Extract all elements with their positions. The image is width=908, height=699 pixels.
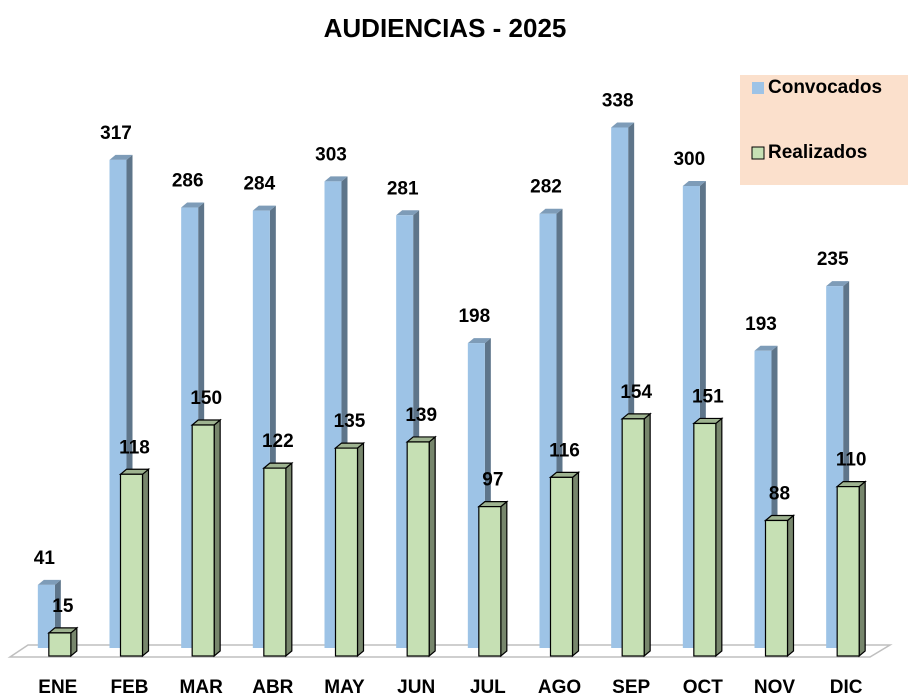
bar-top xyxy=(324,176,348,182)
bar-top xyxy=(405,436,437,443)
bar xyxy=(836,486,860,657)
bar xyxy=(334,447,359,657)
value-label: 110 xyxy=(836,450,867,471)
bar-top xyxy=(37,579,61,585)
x-tick-label: MAR xyxy=(180,677,224,698)
bar-top xyxy=(467,338,491,344)
value-label: 286 xyxy=(172,171,204,192)
bar-side xyxy=(285,461,293,658)
legend-label: Convocados xyxy=(768,77,882,98)
bar xyxy=(621,418,645,657)
bar-side xyxy=(213,418,221,658)
bar xyxy=(48,632,72,657)
value-label: 317 xyxy=(100,123,132,144)
x-tick-label: ABR xyxy=(252,677,293,698)
bar-top xyxy=(477,501,509,508)
value-label: 97 xyxy=(482,470,503,491)
bar-top xyxy=(826,281,850,287)
value-label: 193 xyxy=(745,314,777,335)
floor xyxy=(7,644,893,658)
bar-top xyxy=(109,154,133,160)
bar-side xyxy=(715,417,723,658)
x-tick-label: NOV xyxy=(754,677,796,698)
value-label: 235 xyxy=(817,249,849,270)
value-label: 88 xyxy=(769,483,790,504)
bar xyxy=(263,467,287,657)
bar-top xyxy=(333,442,366,449)
bar-top xyxy=(835,481,867,488)
bar-top xyxy=(763,514,796,522)
bar-top xyxy=(539,208,563,214)
x-tick-label: OCT xyxy=(683,677,724,698)
bar-side xyxy=(786,514,795,658)
bar-side xyxy=(500,500,508,658)
x-tick-label: SEP xyxy=(612,677,650,698)
bar-top xyxy=(692,417,724,425)
legend-label: Realizados xyxy=(768,142,867,163)
bar-side xyxy=(571,471,580,658)
bar xyxy=(693,422,717,657)
value-label: 122 xyxy=(262,431,294,452)
value-label: 198 xyxy=(458,306,490,327)
bar-top xyxy=(190,419,222,426)
x-tick-label: AGO xyxy=(538,677,581,698)
value-label: 281 xyxy=(387,178,419,199)
value-label: 338 xyxy=(602,90,634,111)
bar-side xyxy=(428,435,436,658)
bar-top xyxy=(262,462,294,469)
value-label: 300 xyxy=(673,149,705,170)
bar xyxy=(549,476,574,657)
legend-swatch xyxy=(751,146,765,160)
x-tick-label: FEB xyxy=(111,677,149,698)
bar xyxy=(764,519,789,657)
value-label: 118 xyxy=(119,437,150,458)
bar xyxy=(406,441,430,657)
bar xyxy=(119,473,144,657)
value-label: 116 xyxy=(549,440,580,461)
legend-box xyxy=(740,75,908,185)
bar-top xyxy=(396,210,420,216)
x-tick-label: JUN xyxy=(397,677,435,698)
value-label: 282 xyxy=(530,177,562,198)
bar xyxy=(478,506,502,657)
bar-side xyxy=(643,412,651,658)
bar-top xyxy=(682,181,706,186)
bar-side xyxy=(356,441,365,658)
bar-side xyxy=(141,467,150,658)
x-tick-label: DIC xyxy=(830,677,863,698)
bar-top xyxy=(611,122,635,128)
value-label: 154 xyxy=(620,382,652,403)
bar-top xyxy=(620,413,652,420)
value-label: 303 xyxy=(315,144,347,165)
bar-side xyxy=(858,480,866,658)
value-label: 151 xyxy=(692,386,724,407)
value-label: 135 xyxy=(334,411,366,432)
chart-title: AUDIENCIAS - 2025 xyxy=(324,13,567,43)
value-label: 139 xyxy=(405,405,437,426)
x-tick-label: MAY xyxy=(324,677,365,698)
bar-top xyxy=(548,471,581,478)
bar-top xyxy=(181,202,205,208)
legend-swatch xyxy=(752,82,764,94)
value-label: 284 xyxy=(243,174,275,195)
x-tick-label: ENE xyxy=(38,677,77,698)
value-label: 41 xyxy=(34,548,56,569)
bar-top xyxy=(754,345,778,351)
bar-top xyxy=(47,627,79,634)
value-label: 15 xyxy=(52,596,74,617)
x-tick-label: JUL xyxy=(470,677,506,698)
bar-top xyxy=(118,468,151,475)
bar xyxy=(191,424,215,657)
bar-top xyxy=(252,205,276,211)
value-label: 150 xyxy=(190,388,222,409)
